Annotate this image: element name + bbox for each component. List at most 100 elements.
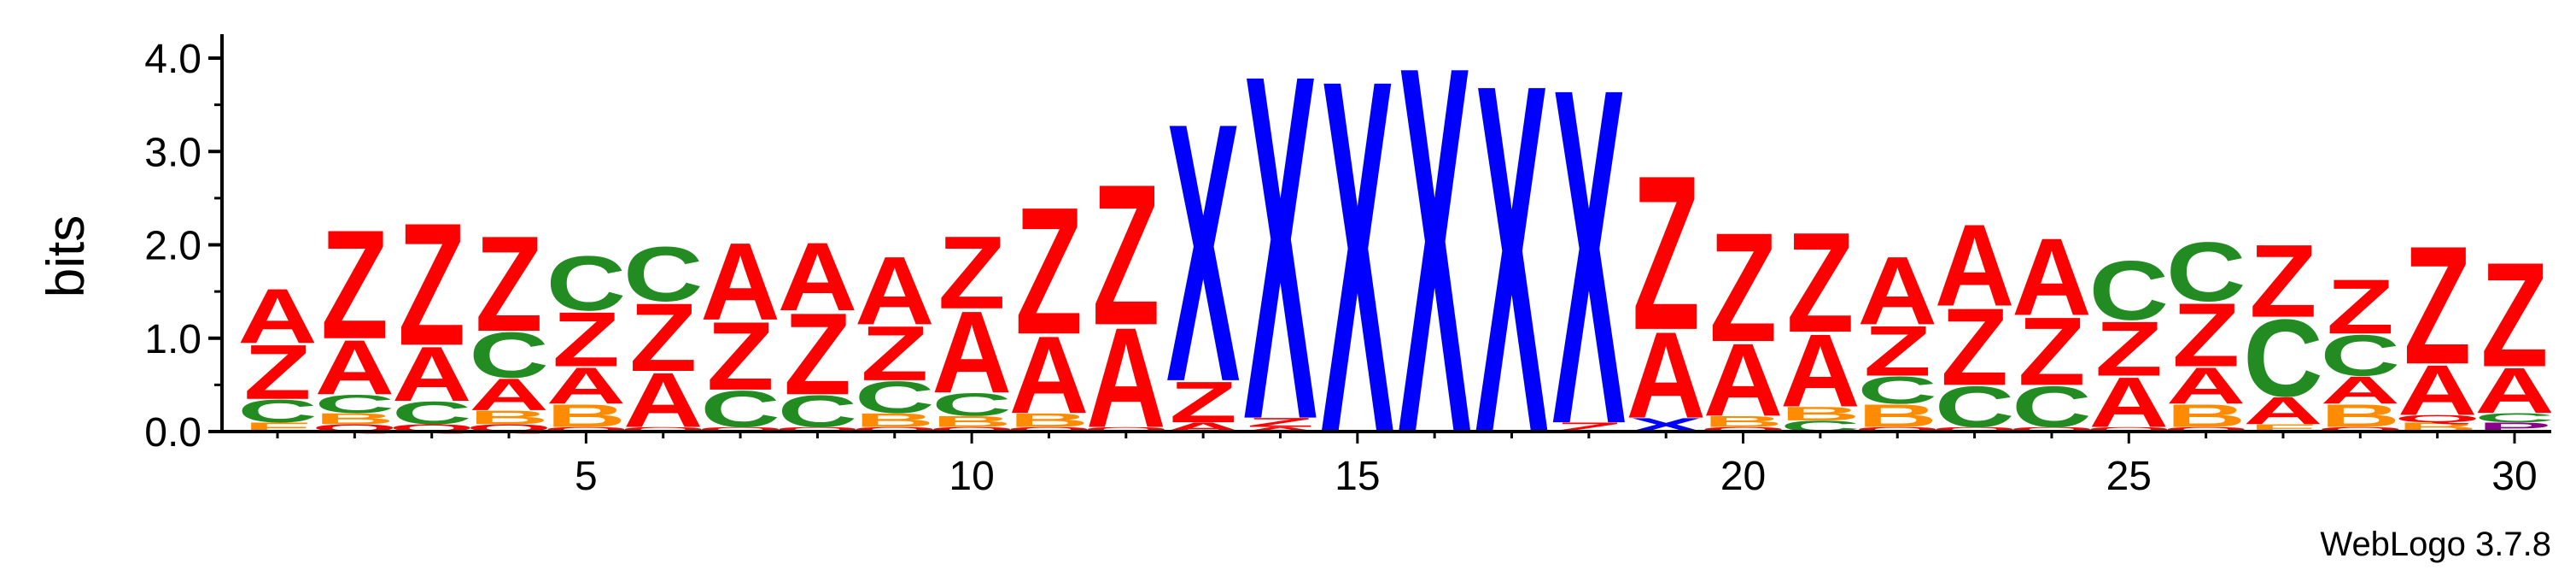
logo-letter-q: Q — [1931, 426, 2018, 432]
logo-letter-z: Z — [1709, 201, 1777, 374]
logo-letter-c: C — [778, 385, 857, 437]
x-ticks: 5 10 15 20 25 30 — [276, 432, 2538, 499]
logo-letter-z: Z — [784, 290, 851, 420]
logo-letter-z: Z — [243, 329, 311, 416]
logo-letter-c: C — [700, 380, 780, 438]
weblogo-footer: WebLogo 3.7.8 — [2320, 526, 2551, 563]
x-tick-label: 25 — [2106, 454, 2152, 499]
x-tick-label: 30 — [2491, 454, 2537, 499]
y-axis-label: bits — [37, 215, 96, 297]
logo-letter-c: C — [855, 372, 934, 423]
logo-letter-a: A — [2243, 389, 2322, 432]
logo-letter-z: Z — [2480, 232, 2548, 398]
logo-letter-b: B — [2166, 398, 2246, 434]
logo-letter-q: Q — [2009, 426, 2095, 432]
x-tick-label: 20 — [1720, 454, 1766, 499]
logo-letter-a: A — [546, 357, 626, 415]
x-tick-label: 15 — [1335, 454, 1380, 499]
logo-letter-x: X — [1243, 0, 1317, 522]
logo-letter-c: C — [2166, 226, 2246, 320]
logo-letter-a: A — [1780, 312, 1860, 428]
logo-letter-a: A — [1241, 426, 1320, 432]
logo-letter-b: B — [1703, 413, 1783, 430]
logo-letter-z: Z — [1092, 144, 1159, 368]
logo-letter-a: A — [2398, 350, 2477, 430]
logo-letter-c: C — [2089, 244, 2169, 338]
logo-letter-q: Q — [851, 426, 938, 432]
logo-letter-a: A — [855, 237, 934, 345]
logo-letter-z: Z — [2404, 212, 2471, 400]
logo-letter-a: A — [2012, 216, 2091, 339]
logo-letter-z: Z — [2095, 305, 2163, 392]
logo-letter-a: A — [1857, 237, 1936, 345]
logo-letter-a: A — [2166, 357, 2246, 415]
logo-letter-c: C — [2321, 322, 2400, 388]
logo-letter-q: Q — [620, 426, 706, 432]
logo-letter-a: A — [237, 273, 317, 360]
logo-letter-z: Z — [2327, 263, 2394, 350]
logo-letter-c: C — [1858, 368, 1937, 412]
logo-letter-a: A — [315, 324, 394, 411]
logo-letter-a: A — [392, 331, 471, 418]
y-ticks: 0.0 1.0 2.0 3.0 4.0 — [144, 37, 222, 455]
letter-stacks: FCZAQBCAZQCAZQBACZQBAZCQAZCQCZAQCZAQBCZA… — [237, 0, 2554, 544]
logo-letter-z: Z — [707, 302, 774, 410]
logo-letter-b: B — [546, 398, 626, 434]
logo-letter-a: A — [700, 220, 780, 344]
logo-letter-x: X — [1166, 45, 1241, 459]
logo-letter-z: Z — [398, 187, 465, 382]
y-tick-label: 4.0 — [144, 37, 202, 82]
logo-letter-z: Z — [1170, 369, 1237, 435]
x-tick-label: 10 — [949, 454, 994, 499]
logo-letter-a: A — [469, 369, 548, 420]
logo-letter-a: A — [1935, 201, 2014, 331]
logo-letter-q: Q — [929, 426, 1015, 432]
logo-letter-q: Q — [1083, 426, 1169, 432]
logo-letter-b: B — [469, 407, 548, 428]
logo-letter-c: C — [623, 231, 703, 318]
logo-letter-b: B — [1857, 398, 1936, 434]
logo-letter-z: Z — [552, 296, 620, 383]
y-tick-label: 0.0 — [144, 410, 202, 455]
logo-letter-q: Q — [1700, 426, 1786, 432]
logo-letter-q: Q — [698, 426, 784, 432]
logo-letter-c: C — [2012, 374, 2091, 440]
logo-letter-z: Z — [2249, 222, 2316, 338]
logo-letter-b: B — [315, 410, 394, 427]
logo-letter-a: A — [778, 222, 857, 331]
logo-letter-c: C — [392, 395, 471, 431]
logo-letter-z: Z — [2018, 297, 2085, 406]
logo-letter-q: Q — [2163, 426, 2249, 432]
logo-letter-x: X — [1398, 0, 1472, 544]
logo-letter-c: C — [315, 390, 394, 419]
logo-letter-z: Z — [938, 214, 1006, 331]
logo-letter-a: A — [2089, 362, 2169, 442]
logo-letter-c: C — [237, 393, 317, 429]
logo-letter-q: Q — [774, 426, 861, 432]
logo-letter-a: A — [2321, 368, 2400, 412]
logo-letter-q: Q — [2394, 413, 2480, 424]
logo-letter-b: B — [932, 413, 1011, 430]
y-tick-label: 2.0 — [144, 224, 202, 269]
logo-letter-z: Z — [321, 198, 388, 372]
logo-letter-z: Z — [1247, 415, 1314, 430]
logo-letter-z: Z — [2172, 285, 2240, 385]
logo-letter-z: Z — [861, 310, 928, 397]
logo-letter-c: C — [546, 240, 626, 327]
logo-letter-b: B — [2321, 398, 2400, 434]
logo-letter-z: Z — [1941, 286, 2008, 409]
y-tick-label: 1.0 — [144, 317, 202, 362]
logo-letter-a: A — [1626, 307, 1705, 444]
logo-letter-q: Q — [2317, 426, 2404, 432]
logo-letter-z: Z — [1015, 170, 1083, 373]
logo-letter-a: A — [1703, 321, 1783, 438]
logo-letter-q: Q — [1006, 426, 1092, 432]
logo-letter-c: C — [932, 387, 1011, 423]
x-tick-label: 5 — [575, 454, 598, 499]
logo-letter-x: X — [1321, 0, 1395, 539]
logo-letter-a: A — [1009, 314, 1089, 437]
logo-letter-a: A — [623, 356, 703, 444]
logo-letter-q: Q — [1855, 426, 1941, 432]
logo-letter-q: Q — [2086, 426, 2172, 432]
